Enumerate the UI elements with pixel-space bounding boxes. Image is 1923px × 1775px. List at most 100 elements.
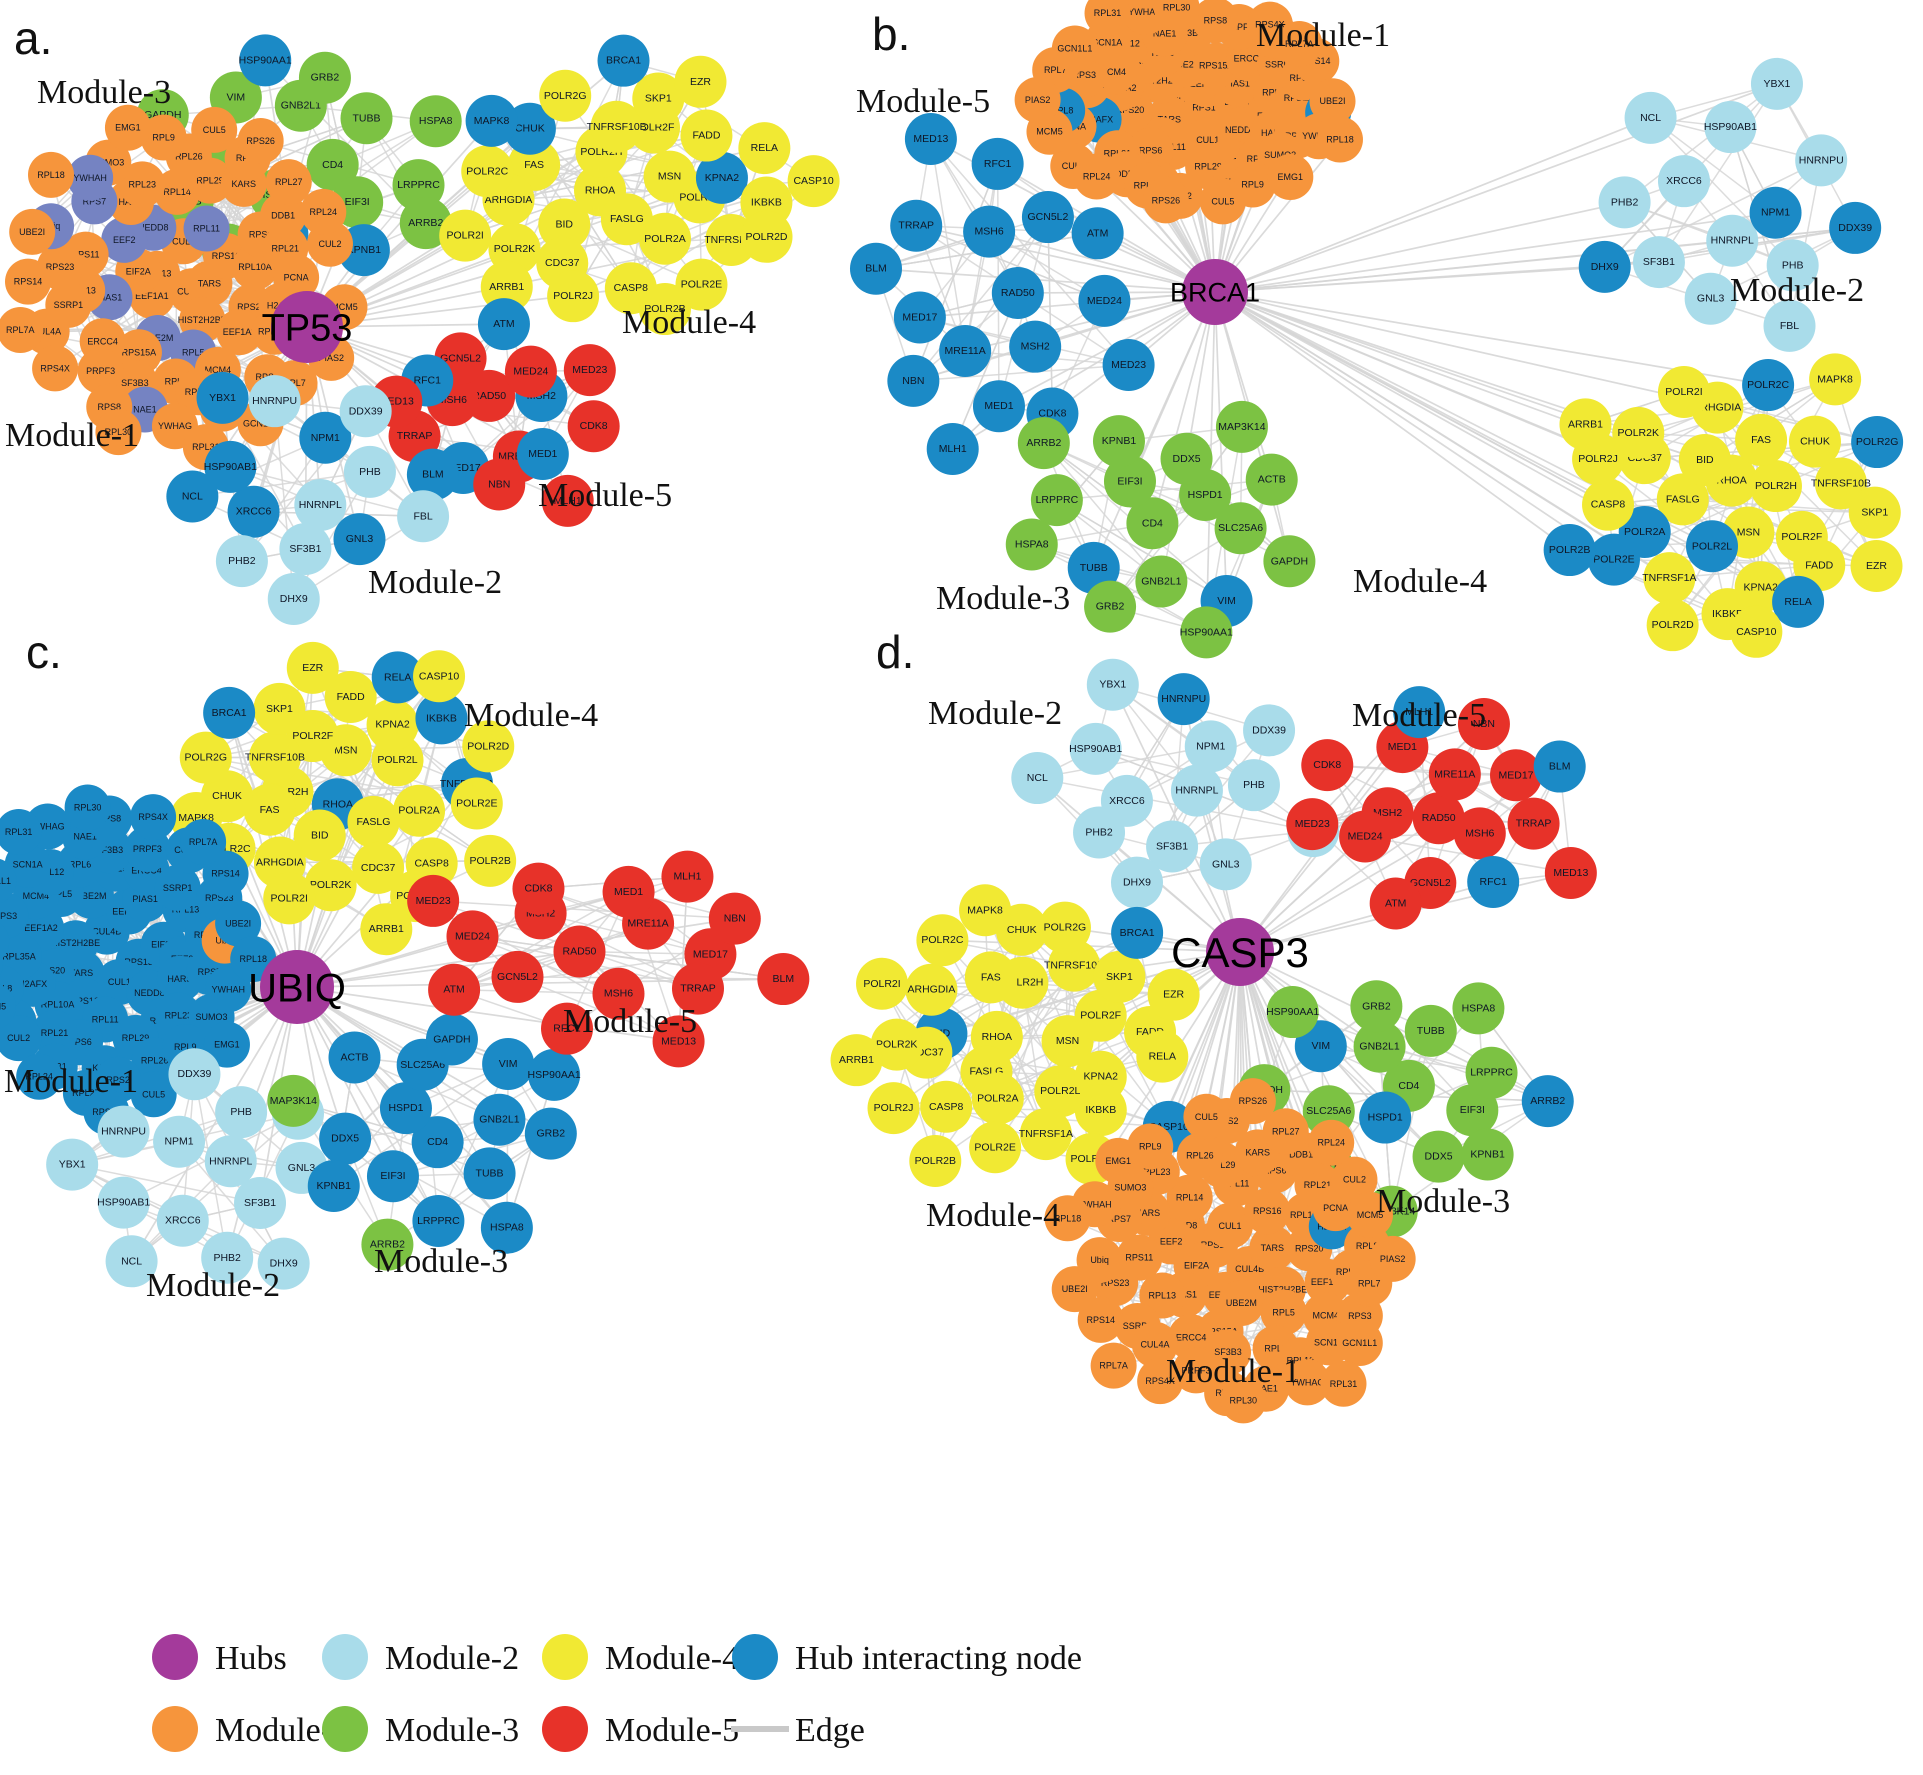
- node-SKP1[interactable]: [253, 682, 306, 735]
- node-IKBKB[interactable]: [415, 692, 468, 745]
- node-HNRNPU[interactable]: [1795, 134, 1848, 187]
- node-PHB[interactable]: [343, 445, 396, 498]
- node-MED23[interactable]: [1286, 798, 1339, 851]
- node-DDX39[interactable]: [1243, 704, 1296, 757]
- node-SF3B1[interactable]: [1632, 236, 1685, 289]
- node-RELA[interactable]: [1136, 1030, 1189, 1083]
- node-TUBB[interactable]: [463, 1147, 516, 1200]
- node-GNB2L1[interactable]: [1353, 1020, 1406, 1073]
- node-TRRAP[interactable]: [890, 199, 943, 252]
- node-NCL[interactable]: [1011, 752, 1064, 805]
- node-HSPA8[interactable]: [480, 1201, 533, 1254]
- node-NCL[interactable]: [105, 1235, 158, 1288]
- node-HNRNPU[interactable]: [97, 1105, 150, 1158]
- node-NBN[interactable]: [887, 354, 940, 407]
- node-RPL11[interactable]: [183, 205, 230, 252]
- node-MLH1[interactable]: [1393, 686, 1446, 739]
- node-FBL[interactable]: [1763, 299, 1816, 352]
- hub-UBIQ[interactable]: [260, 950, 334, 1024]
- node-POLR2L[interactable]: [1686, 520, 1739, 573]
- node-UBE2I[interactable]: [1309, 78, 1356, 125]
- node-RPL18[interactable]: [1044, 1195, 1091, 1242]
- node-NCL[interactable]: [166, 470, 219, 523]
- node-GRB2[interactable]: [1350, 980, 1403, 1033]
- node-CUL2[interactable]: [1331, 1156, 1378, 1203]
- node-HSP90AB1[interactable]: [1069, 722, 1122, 775]
- node-RPL5[interactable]: [1260, 1289, 1307, 1336]
- node-RPL23[interactable]: [119, 161, 166, 208]
- node-POLR2G[interactable]: [1851, 416, 1904, 469]
- node-MED1[interactable]: [602, 865, 655, 918]
- node-EZR[interactable]: [1850, 540, 1903, 593]
- node-MLH1[interactable]: [541, 474, 594, 527]
- node-YBX1[interactable]: [1086, 658, 1139, 711]
- node-RPL24[interactable]: [1308, 1119, 1355, 1166]
- node-CDK8[interactable]: [512, 862, 565, 915]
- node-MCM5[interactable]: [1346, 1191, 1393, 1238]
- node-MED23[interactable]: [1102, 338, 1155, 391]
- node-GAPDH[interactable]: [425, 1013, 478, 1066]
- node-IKBKB[interactable]: [1074, 1084, 1127, 1137]
- node-HSP90AB1[interactable]: [97, 1176, 150, 1229]
- node-RFC1[interactable]: [541, 1002, 594, 1055]
- node-UBE2I[interactable]: [1051, 1266, 1098, 1313]
- node-KPNB1[interactable]: [307, 1159, 360, 1212]
- node-NBN[interactable]: [473, 458, 526, 511]
- hub-CASP3[interactable]: [1206, 918, 1274, 986]
- node-RELA[interactable]: [371, 651, 424, 704]
- node-ARHGDIA[interactable]: [905, 963, 958, 1016]
- node-XRCC6[interactable]: [227, 485, 280, 538]
- node-NPM1[interactable]: [1749, 186, 1802, 239]
- node-CUL5[interactable]: [191, 106, 238, 153]
- node-GNL3[interactable]: [333, 513, 386, 566]
- node-RPL30[interactable]: [1220, 1377, 1267, 1424]
- node-FBL[interactable]: [397, 490, 450, 543]
- node-ARRB2[interactable]: [1521, 1075, 1574, 1128]
- node-POLR2C[interactable]: [461, 145, 514, 198]
- node-FASLG[interactable]: [1656, 473, 1709, 526]
- node-MRE11A[interactable]: [1428, 748, 1481, 801]
- node-HSP90AA1[interactable]: [239, 34, 292, 87]
- node-POLR2D[interactable]: [462, 720, 515, 773]
- node-RPS4X[interactable]: [130, 794, 177, 841]
- node-PHB2[interactable]: [201, 1231, 254, 1284]
- node-BID[interactable]: [293, 809, 346, 862]
- node-RPL27[interactable]: [265, 159, 312, 206]
- node-PIAS2[interactable]: [1014, 76, 1061, 123]
- node-CASP8[interactable]: [920, 1080, 973, 1133]
- hub-BRCA1[interactable]: [1182, 259, 1248, 325]
- node-MLH1[interactable]: [661, 850, 714, 903]
- node-POLR2B[interactable]: [1543, 524, 1596, 577]
- node-CUL2[interactable]: [0, 1015, 42, 1062]
- node-MSH6[interactable]: [963, 205, 1016, 258]
- node-GNL3[interactable]: [1199, 838, 1252, 891]
- node-CD4[interactable]: [411, 1116, 464, 1169]
- node-YBX1[interactable]: [196, 371, 249, 424]
- node-EMG1[interactable]: [203, 1021, 250, 1068]
- node-ACTB[interactable]: [1245, 453, 1298, 506]
- node-GRB2[interactable]: [298, 51, 351, 104]
- node-RPL27[interactable]: [1262, 1108, 1309, 1155]
- node-NCL[interactable]: [1624, 91, 1677, 144]
- node-HSP90AA1[interactable]: [528, 1048, 581, 1101]
- node-TNFRSF10B[interactable]: [248, 731, 301, 784]
- node-XRCC6[interactable]: [1657, 155, 1710, 208]
- node-MED24[interactable]: [1339, 810, 1392, 863]
- node-POLR2D[interactable]: [740, 210, 793, 263]
- node-MCM5[interactable]: [0, 984, 16, 1030]
- node-RPS14[interactable]: [1077, 1296, 1124, 1343]
- node-HNRNPL[interactable]: [1706, 214, 1759, 267]
- node-SLC25A6[interactable]: [1214, 502, 1267, 555]
- node-EMG1[interactable]: [104, 104, 151, 151]
- node-MAP3K14[interactable]: [267, 1074, 320, 1127]
- node-DDX39[interactable]: [339, 385, 392, 438]
- node-SKP1[interactable]: [1848, 486, 1901, 539]
- node-RPL18[interactable]: [28, 151, 75, 198]
- node-TUBB[interactable]: [340, 92, 393, 145]
- node-POLR2K[interactable]: [1612, 406, 1665, 459]
- node-YBX1[interactable]: [1750, 57, 1803, 110]
- node-YWHAG[interactable]: [1284, 1359, 1331, 1406]
- node-RELA[interactable]: [1772, 575, 1825, 628]
- hub-TP53[interactable]: [271, 291, 343, 363]
- node-EIF3I[interactable]: [366, 1150, 419, 1203]
